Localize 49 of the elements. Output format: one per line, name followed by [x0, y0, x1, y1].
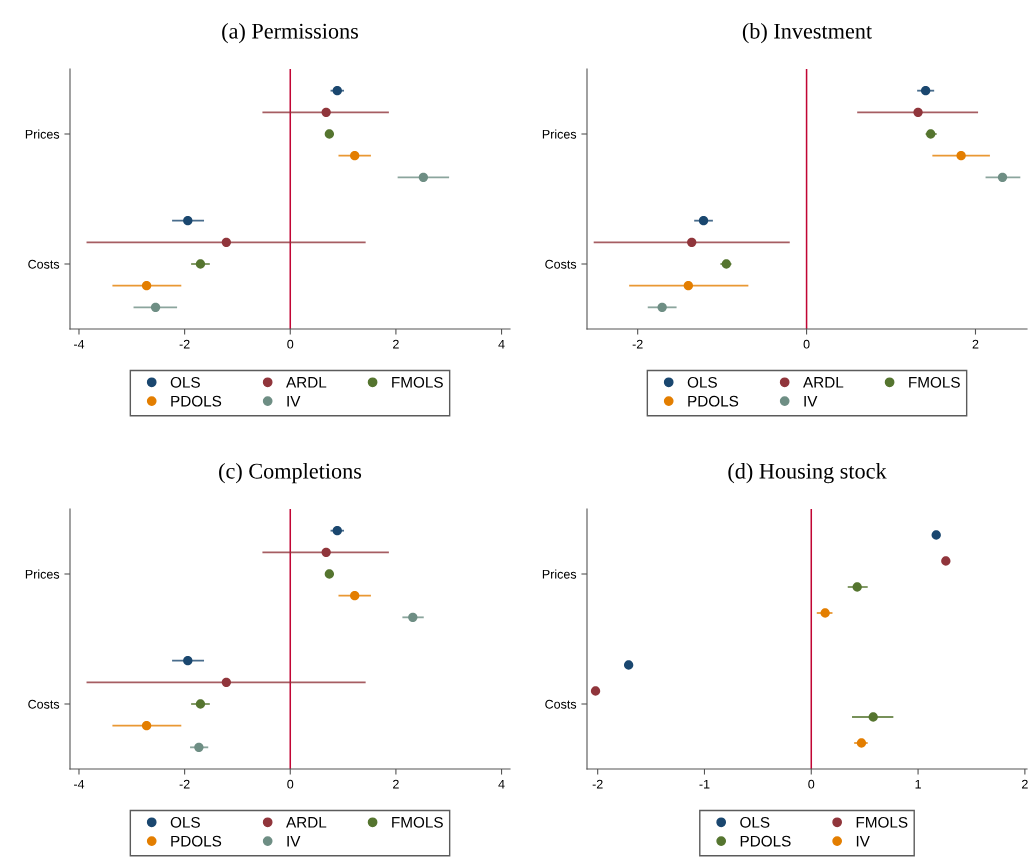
x-tick-label: 0: [287, 779, 294, 789]
chart-title: (c) Completions: [219, 463, 362, 484]
legend-label: FMOLS: [392, 376, 443, 388]
legend-label: IV: [287, 395, 301, 407]
x-tick-label: 2: [393, 779, 399, 789]
legend-label: IV: [856, 835, 870, 847]
legend-label: IV: [804, 395, 818, 407]
x-tick-label: 0: [287, 339, 294, 349]
legend-label: FMOLS: [856, 816, 908, 828]
legend-label: OLS: [687, 376, 717, 388]
x-tick-label: -2: [179, 779, 190, 789]
legend-label: FMOLS: [392, 816, 443, 828]
legend-label: ARDL: [286, 377, 327, 388]
y-tick-label: Prices: [25, 129, 60, 139]
y-tick-label: Prices: [542, 129, 577, 139]
x-tick-label: 2: [972, 339, 979, 349]
y-tick-label: Costs: [28, 259, 60, 269]
legend-label: OLS: [170, 376, 200, 388]
y-tick-label: Costs: [28, 699, 60, 709]
legend-label: FMOLS: [909, 376, 960, 388]
legend-label: ARDL: [286, 817, 327, 828]
legend-label: PDOLS: [171, 395, 222, 407]
x-tick-label: -2: [632, 339, 643, 349]
x-tick-label: 4: [498, 779, 505, 789]
y-tick-label: Prices: [542, 569, 577, 579]
x-tick-label: -2: [179, 339, 190, 349]
x-tick-label: -2: [592, 779, 603, 789]
chart-title: (d) Housing stock: [728, 463, 887, 484]
x-tick-label: 0: [803, 339, 810, 349]
legend-label: OLS: [170, 816, 200, 828]
x-tick-label: 2: [1022, 779, 1028, 789]
y-tick-label: Costs: [545, 699, 577, 709]
x-tick-label: -4: [73, 339, 85, 349]
y-tick-label: Costs: [545, 259, 577, 269]
legend-label: ARDL: [803, 377, 844, 388]
x-tick-label: 1: [915, 779, 921, 789]
x-tick-label: 2: [393, 339, 399, 349]
legend-label: PDOLS: [740, 835, 791, 847]
y-tick-label: Prices: [25, 569, 60, 579]
x-tick-label: 4: [498, 339, 505, 349]
chart-title: (b) Investment: [742, 23, 872, 44]
legend-label: OLS: [740, 816, 770, 828]
x-tick-label: -4: [73, 779, 85, 789]
chart-title: (a) Permissions: [222, 23, 359, 44]
x-tick-label: 0: [808, 779, 815, 789]
legend-label: IV: [287, 835, 301, 847]
x-tick-label: -1: [699, 779, 710, 789]
legend-label: PDOLS: [688, 395, 739, 407]
legend-label: PDOLS: [171, 835, 222, 847]
